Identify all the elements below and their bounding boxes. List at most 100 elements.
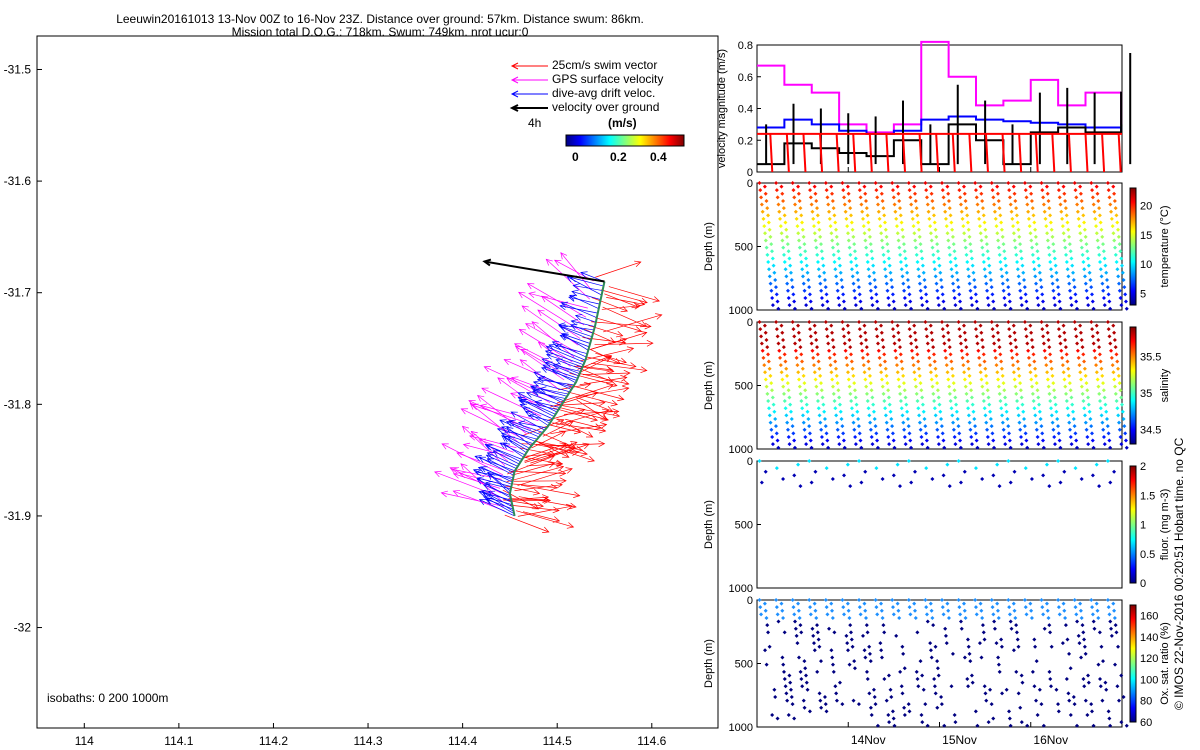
section-data-point	[840, 598, 845, 602]
drift-velocity-arrow	[477, 477, 512, 487]
section-data-point	[864, 337, 869, 342]
section-data-point	[1048, 399, 1053, 404]
section-data-point	[764, 662, 769, 667]
swim-vector-arrow	[531, 430, 566, 449]
section-data-point	[798, 623, 803, 628]
section-data-point	[1072, 285, 1077, 290]
section-data-point	[950, 651, 955, 656]
section-data-point	[799, 677, 804, 682]
section-data-point	[954, 409, 959, 414]
section-data-point	[1085, 388, 1090, 393]
section-data-point	[846, 191, 851, 196]
swim-vector-arrow-head	[615, 330, 624, 338]
section-data-point	[868, 288, 873, 293]
section-data-point	[849, 352, 854, 357]
section-data-point	[1106, 188, 1111, 193]
section-data-point	[1078, 323, 1083, 328]
section-data-point	[936, 434, 941, 439]
section-data-point	[1020, 680, 1025, 685]
gps-velocity-arrow	[434, 471, 502, 498]
section-data-point	[824, 327, 829, 332]
section-data-point	[916, 227, 921, 232]
section-data-point	[1001, 288, 1006, 293]
map-y-tick-label: -32	[14, 621, 32, 635]
section-data-point	[784, 366, 789, 371]
section-data-point	[864, 391, 869, 396]
section-data-point	[994, 641, 999, 646]
section-data-point	[1022, 416, 1027, 421]
drift-velocity-arrow	[559, 305, 598, 314]
section-data-point	[1014, 630, 1019, 635]
isobaths-label: isobaths: 0 200 1000m	[47, 691, 169, 705]
section-data-point	[933, 691, 938, 696]
section-data-point	[934, 420, 939, 425]
section-data-point	[969, 249, 974, 254]
section-data-point	[830, 662, 835, 667]
section-data-point	[1040, 188, 1045, 193]
section-data-point	[946, 191, 951, 196]
map-y-tick-label: -31.9	[4, 509, 32, 523]
section-data-point	[782, 677, 787, 682]
section-data-point	[761, 216, 766, 221]
map-legend-swatches	[509, 62, 548, 112]
section-data-point	[1097, 206, 1102, 211]
section-data-point	[906, 598, 911, 602]
drift-velocity-arrow	[568, 296, 600, 305]
section-data-point	[992, 341, 997, 346]
section-data-point	[1034, 381, 1039, 386]
section-data-point	[1113, 384, 1118, 389]
section-data-point	[864, 198, 869, 203]
gps-velocity-arrow	[541, 295, 585, 326]
section-data-point	[1058, 445, 1063, 450]
section-data-point	[800, 267, 805, 272]
section-data-point	[1107, 612, 1112, 617]
section-data-point	[1039, 181, 1044, 185]
section-data-point	[1037, 687, 1042, 692]
colorbar-tick-label: 60	[1140, 717, 1152, 729]
section-data-point	[1086, 256, 1091, 261]
section-data-point	[830, 245, 835, 250]
colorbar-tick-label: 2	[1140, 461, 1146, 473]
section-data-point	[881, 391, 886, 396]
map-x-tick-label: 114.4	[448, 734, 477, 748]
swim-vector-arrow-head	[548, 450, 556, 457]
section-data-point	[1019, 303, 1024, 308]
section-data-point	[1090, 334, 1095, 339]
drift-velocity-arrow-head	[526, 391, 534, 398]
section-data-point	[775, 195, 780, 200]
section-data-point	[796, 370, 801, 375]
section-data-point	[1081, 352, 1086, 357]
section-data-point	[1097, 252, 1102, 257]
section-data-point	[780, 377, 785, 382]
section-data-point	[813, 330, 818, 335]
section-data-point	[805, 270, 810, 275]
section-data-point	[787, 256, 792, 261]
legend-swim-vector: 25cm/s swim vector	[552, 58, 658, 72]
section-data-point	[1116, 644, 1121, 649]
section-data-point	[783, 406, 788, 411]
section-data-point	[897, 245, 902, 250]
section-data-point	[905, 270, 910, 275]
section-data-point	[1003, 402, 1008, 407]
section-data-point	[1052, 249, 1057, 254]
drift-velocity-arrow-head	[558, 322, 566, 329]
drift-velocity-arrow	[518, 397, 556, 415]
section-data-point	[807, 292, 812, 297]
section-data-point	[973, 466, 978, 471]
section-data-point	[1066, 413, 1071, 418]
section-data-point	[1113, 245, 1118, 250]
section-data-point	[1120, 409, 1125, 414]
section-data-point	[1115, 267, 1120, 272]
section-data-point	[829, 370, 834, 375]
section-data-point	[878, 224, 883, 229]
section-data-point	[995, 608, 1000, 613]
section-data-point	[1063, 206, 1068, 211]
swim-vector-arrow	[542, 421, 574, 437]
section-data-point	[1068, 388, 1073, 393]
section-data-point	[875, 299, 880, 304]
section-data-point	[775, 334, 780, 339]
section-data-point	[781, 337, 786, 342]
section-data-point	[1080, 252, 1085, 257]
section-data-point	[1020, 402, 1025, 407]
